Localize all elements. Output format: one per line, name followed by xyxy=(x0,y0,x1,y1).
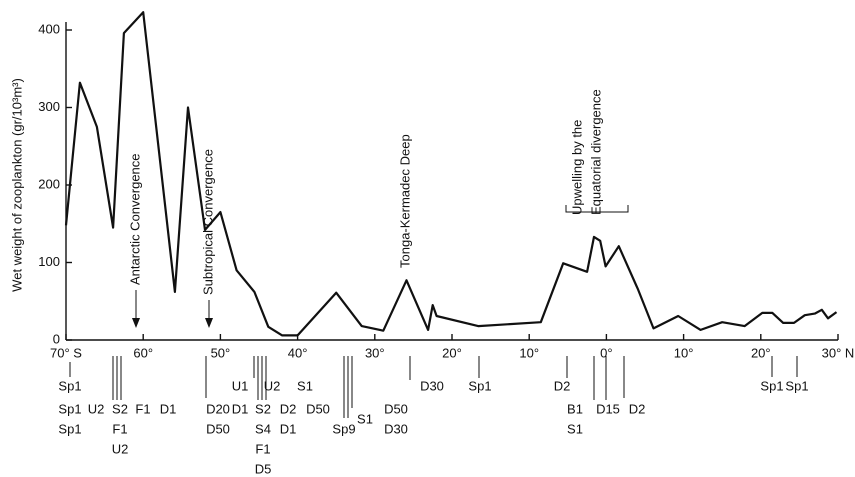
x-tick-label: 10° xyxy=(519,345,539,360)
station-label: D2 xyxy=(554,378,571,393)
station-label: U1 xyxy=(232,378,249,393)
x-tick-label: 10° xyxy=(674,345,694,360)
station-label: Sp1 xyxy=(58,401,81,416)
station-label: D1 xyxy=(232,401,249,416)
station-label: Sp1 xyxy=(785,378,808,393)
annotation: Upwelling by the xyxy=(569,120,584,215)
station-label: D5 xyxy=(255,461,272,476)
x-tick-label: 60° xyxy=(133,345,153,360)
station-label: S1 xyxy=(567,421,583,436)
x-tick-label: 20° xyxy=(442,345,462,360)
station-label: F1 xyxy=(255,441,270,456)
x-tick-label: 30° N xyxy=(822,345,855,360)
station-label: Sp9 xyxy=(332,421,355,436)
station-label: Sp1 xyxy=(58,421,81,436)
station-label: Sp1 xyxy=(468,378,491,393)
station-label: U2 xyxy=(264,378,281,393)
station-label: D30 xyxy=(420,378,444,393)
station-label: D50 xyxy=(306,401,330,416)
station-label: D30 xyxy=(384,421,408,436)
station-label: Sp1 xyxy=(58,378,81,393)
x-tick-label: 30° xyxy=(365,345,385,360)
station-label: D2 xyxy=(629,401,646,416)
station-label: S2 xyxy=(112,401,128,416)
station-label: Sp1 xyxy=(760,378,783,393)
arrow-head xyxy=(205,318,213,328)
x-tick-label: 20° xyxy=(751,345,771,360)
station-label: U2 xyxy=(112,441,129,456)
station-label: D50 xyxy=(384,401,408,416)
station-label: S2 xyxy=(255,401,271,416)
annotation: Equatorial divergence xyxy=(588,89,603,215)
y-tick-label: 100 xyxy=(38,254,60,269)
bracket xyxy=(565,205,629,213)
station-label: D2 xyxy=(280,401,297,416)
arrow-head xyxy=(132,318,140,328)
station-label: D1 xyxy=(280,421,297,436)
y-tick-label: 200 xyxy=(38,176,60,191)
station-label: B1 xyxy=(567,401,583,416)
annotation: Antarctic Convergence xyxy=(127,153,142,285)
station-label: S1 xyxy=(297,378,313,393)
y-tick-label: 400 xyxy=(38,21,60,36)
station-label: D20 xyxy=(206,401,230,416)
station-label: F1 xyxy=(135,401,150,416)
x-tick-label: 0° xyxy=(600,345,612,360)
station-label: S1 xyxy=(357,411,373,426)
annotation: Tonga-Kermadec Deep xyxy=(397,134,412,268)
y-tick-label: 300 xyxy=(38,99,60,114)
station-label: U2 xyxy=(88,401,105,416)
x-tick-label: 50° xyxy=(211,345,231,360)
x-tick-label: 40° xyxy=(288,345,308,360)
station-label: D1 xyxy=(160,401,177,416)
annotation: Subtropical Convergence xyxy=(200,149,215,295)
station-label: S4 xyxy=(255,421,271,436)
station-label: D50 xyxy=(206,421,230,436)
station-label: F1 xyxy=(112,421,127,436)
station-label: D15 xyxy=(596,401,620,416)
x-tick-label: 70° S xyxy=(50,345,82,360)
data-line xyxy=(64,11,838,337)
y-axis-label: Wet weight of zooplankton (gr/10³m³) xyxy=(9,78,24,292)
y-tick-label: 0 xyxy=(53,331,60,346)
